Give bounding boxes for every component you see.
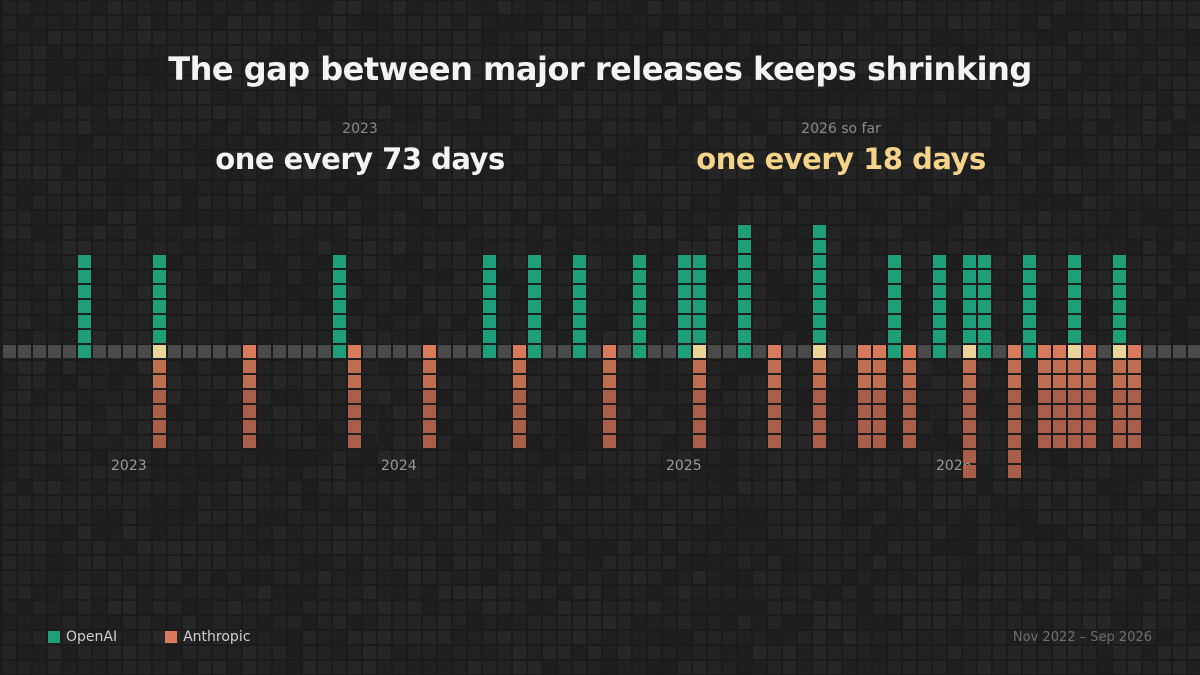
release-marker [1128,345,1141,358]
release-marker [738,345,751,358]
anthropic-bar [813,360,826,448]
openai-bar [573,255,586,343]
stat-label: 2026 so far [801,121,881,137]
release-marker [513,345,526,358]
release-marker [1083,345,1096,358]
release-marker [1113,345,1126,358]
anthropic-bar [513,360,526,448]
anthropic-swatch [165,631,178,643]
anthropic-bar [423,360,436,448]
anthropic-bar [873,360,886,448]
openai-bar [738,225,751,343]
stat-value: one every 73 days [215,142,505,176]
anthropic-bar [693,360,706,448]
openai-bar [978,255,991,343]
legend: OpenAI Anthropic [48,629,250,645]
release-marker [423,345,436,358]
year-tick-label: 2023 [111,458,147,474]
release-marker [873,345,886,358]
release-marker [333,345,346,358]
release-marker [1008,345,1021,358]
release-marker [903,345,916,358]
openai-bar [153,255,166,343]
release-marker [963,345,976,358]
anthropic-bar [768,360,781,448]
anthropic-bar [858,360,871,448]
release-marker [978,345,991,358]
release-marker [483,345,496,358]
anthropic-bar [1128,360,1141,448]
stat-label: 2023 [342,121,378,137]
release-marker [678,345,691,358]
year-tick-label: 2024 [381,458,417,474]
year-tick-label: 2025 [666,458,702,474]
legend-item-openai: OpenAI [48,629,117,645]
openai-bar [888,255,901,343]
release-marker [1038,345,1051,358]
release-marker [348,345,361,358]
release-marker [813,345,826,358]
legend-label: Anthropic [183,629,251,645]
openai-bar [963,255,976,343]
legend-item-anthropic: Anthropic [165,629,250,645]
release-marker [768,345,781,358]
x-axis-row [0,345,1,346]
date-range-note: Nov 2022 – Sep 2026 [1012,630,1152,645]
release-marker [78,345,91,358]
release-marker [1068,345,1081,358]
openai-bar [528,255,541,343]
openai-swatch [48,631,60,643]
openai-bar [333,255,346,343]
openai-bar [1068,255,1081,343]
release-marker [528,345,541,358]
stat-2026: 2026 so far one every 18 days [631,118,1051,176]
openai-bar [483,255,496,343]
release-marker [603,345,616,358]
release-marker [573,345,586,358]
release-marker [933,345,946,358]
release-marker [153,345,166,358]
legend-label: OpenAI [66,629,118,645]
openai-bar [813,225,826,343]
openai-bar [933,255,946,343]
openai-bar [1023,255,1036,343]
release-marker [888,345,901,358]
anthropic-bar [1008,360,1021,478]
release-marker [858,345,871,358]
openai-bar [678,255,691,343]
anthropic-bar [1038,360,1051,448]
anthropic-bar [153,360,166,448]
anthropic-bar [1083,360,1096,448]
anthropic-bar [603,360,616,448]
anthropic-bar [963,360,976,478]
openai-bar [78,255,91,343]
openai-bar [1113,255,1126,343]
openai-bar [693,255,706,343]
release-marker [1023,345,1036,358]
stat-2023: 2023 one every 73 days [150,118,570,176]
release-marker [1053,345,1066,358]
release-marker [633,345,646,358]
openai-bar [633,255,646,343]
anthropic-bar [348,360,361,448]
release-marker [693,345,706,358]
anthropic-bar [1053,360,1066,448]
anthropic-bar [1068,360,1081,448]
anthropic-bar [243,360,256,448]
anthropic-bar [903,360,916,448]
chart-title: The gap between major releases keeps shr… [168,50,1032,88]
stat-value: one every 18 days [696,142,986,176]
anthropic-bar [1113,360,1126,448]
year-tick-label: 2026 [936,458,972,474]
release-marker [243,345,256,358]
